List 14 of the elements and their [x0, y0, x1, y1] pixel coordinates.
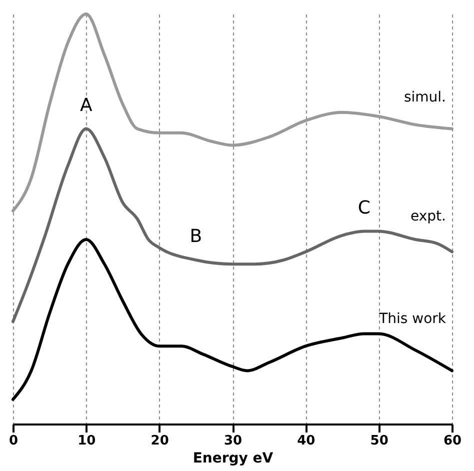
x-tick-label: 40: [297, 434, 316, 448]
x-axis-title: Energy eV: [192, 450, 274, 466]
x-tick-label: 60: [443, 434, 462, 448]
annotation: B: [190, 226, 202, 247]
annotation: C: [358, 197, 370, 218]
x-tick-label: 10: [78, 434, 96, 448]
x-tick-label: 50: [370, 434, 388, 448]
series-label: expt.: [410, 208, 446, 224]
annotation: A: [80, 94, 94, 116]
series-label: This work: [378, 310, 447, 327]
x-tick-label: 0: [8, 434, 18, 448]
x-tick-label: 30: [224, 434, 242, 448]
x-tick-label: 20: [150, 434, 169, 448]
series-label: simul.: [404, 89, 446, 106]
